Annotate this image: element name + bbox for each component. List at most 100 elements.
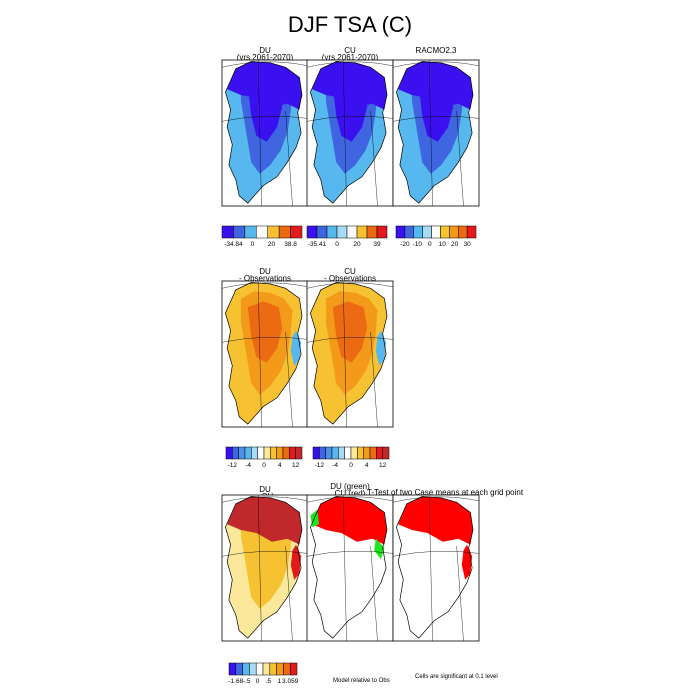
colorbar-du-tick-label: 38.8 [284, 241, 297, 248]
colorbar-du-obs-swatch [225, 446, 233, 460]
row1-panel-1-title-line1: CU [344, 46, 356, 55]
row1-panel-2-meridian [428, 59, 433, 207]
row1-panel-2-core-fill [418, 80, 454, 142]
colorbar-du-tick-label: 0 [251, 241, 255, 248]
row2-panel-1-parallel [306, 282, 394, 289]
colorbar-du-cu-swatch [242, 662, 250, 676]
colorbar-du-obs-swatch [238, 446, 246, 460]
colorbar-racmo-tick-label: 20 [451, 241, 459, 248]
colorbar-du-obs-swatch [276, 446, 284, 460]
colorbar-du-swatch [244, 225, 257, 239]
row1-panel-1 [306, 59, 394, 207]
colorbar-du-swatch [278, 225, 291, 239]
colorbar-cu-obs-tick-label: -4 [332, 462, 338, 469]
colorbar-cu: -35.41 0 20 39 [306, 225, 388, 248]
colorbar-cu-obs-tick-label: 0 [349, 462, 353, 469]
colorbar-du-cu-swatch [276, 662, 284, 676]
row1-panel-0-parallel [221, 115, 309, 122]
colorbar-du-obs-tick-label: 4 [278, 462, 282, 469]
colorbar-du-cu-tick-label: 1 [278, 678, 282, 685]
row1-panel-1-parallel [306, 115, 394, 122]
colorbar-du-cu-tick-label: 3.059 [282, 678, 299, 685]
colorbar-cu-tick-label: -35.41 [308, 241, 327, 248]
colorbar-cu-swatch [326, 225, 338, 239]
row3-panel-0-north-fill [227, 496, 302, 545]
colorbar-du-obs: -12 -4 0 4 12 [225, 446, 303, 469]
colorbar-cu-obs-tick-label: 12 [379, 462, 387, 469]
colorbar-cu-swatch [356, 225, 368, 239]
row3-panel-0-meridian [257, 494, 262, 642]
colorbar-cu-swatch [306, 225, 318, 239]
row3-panel-1-parallel [306, 496, 394, 503]
colorbar-du-swatch [233, 225, 246, 239]
colorbar-du-tick-label: -34.84 [224, 241, 243, 248]
colorbar-du-obs-swatch [282, 446, 290, 460]
row1-panel-2-parallel [392, 61, 480, 68]
colorbar-cu-obs-tick-label: 4 [365, 462, 369, 469]
colorbar-du-cu-swatch [262, 662, 271, 676]
row3-panel-0-parallel [221, 550, 309, 557]
row2-panel-0-coastline [225, 282, 303, 425]
colorbar-cu-swatch [336, 225, 348, 239]
row2-panel-1-meridian [342, 280, 347, 428]
colorbar-du-obs-swatch [257, 446, 265, 460]
row2-panel-1-title-line2: - Observations [324, 274, 376, 283]
colorbar-du-obs-swatch [295, 446, 303, 460]
row3-panel-0-title-line1: DU [259, 485, 271, 494]
colorbar-cu-obs-swatch [369, 446, 377, 460]
colorbar-du: -34.84 0 20 38.8 [221, 225, 303, 248]
colorbar-du-swatch [290, 225, 303, 239]
colorbar-du-obs-tick-label: -4 [245, 462, 251, 469]
row3-panel-0 [221, 494, 309, 642]
colorbar-cu-obs-swatch [319, 446, 326, 460]
colorbar-du-cu-swatch [289, 662, 298, 676]
row3-panel-1-parallel [306, 550, 394, 557]
colorbar-cu-obs-tick-label: -12 [315, 462, 325, 469]
row1-panel-0 [221, 59, 309, 207]
colorbar-cu-obs-swatch [350, 446, 358, 460]
colorbar-du-cu-swatch [235, 662, 243, 676]
colorbar-racmo-tick-label: 30 [463, 241, 471, 248]
colorbar-du-cu-tick-label: -.5 [243, 678, 251, 685]
row1-panel-2-coastline [396, 61, 474, 204]
row2-panel-1 [306, 280, 394, 428]
footer-significance: Cells are significant at 0.1 level [415, 674, 498, 680]
row3-panel-1-green-east-fill [374, 538, 385, 560]
row3-panel-2 [392, 494, 480, 642]
colorbar-cu-swatch [376, 225, 388, 239]
row3-panel-1-red-fill [312, 496, 387, 545]
colorbar-cu-obs: -12 -4 0 4 12 [312, 446, 390, 469]
row3-panel-2-coastline [396, 496, 474, 639]
colorbar-du-obs-swatch [263, 446, 271, 460]
row1-panel-1-meridian [342, 59, 347, 207]
colorbar-racmo-swatch [413, 225, 423, 239]
colorbar-du-obs-tick-label: -12 [228, 462, 238, 469]
row3-panel-0-coastline [225, 496, 303, 639]
row3-panel-2-parallel [392, 550, 480, 557]
row1-panel-0-title-line2: (yrs 2061-2070) [237, 53, 294, 62]
row3-panel-1-meridian [370, 546, 378, 642]
colorbar-cu-obs-swatch [325, 446, 333, 460]
row2-panel-0-parallel [221, 282, 309, 289]
row2-panel-0 [221, 280, 309, 428]
row1-panel-1-coastline [310, 61, 388, 204]
colorbar-racmo-swatch [395, 225, 406, 239]
row2-panel-1-title-line1: CU [344, 267, 356, 276]
row2-panel-1-core-fill [332, 301, 368, 363]
row3-panel-1-title-line1: DU (green) [330, 482, 370, 491]
colorbar-du-swatch [221, 225, 234, 239]
row1-panel-2-parallel [392, 115, 480, 122]
colorbar-du-cu-tick-label: .5 [266, 678, 272, 685]
row2-panel-0-meridian [285, 332, 293, 428]
colorbar-du-tick-label: 20 [268, 241, 276, 248]
colorbar-cu-obs-swatch [376, 446, 383, 460]
colorbar-cu-obs-swatch [331, 446, 339, 460]
colorbar-cu-swatch [346, 225, 358, 239]
colorbar-cu-obs-swatch [382, 446, 390, 460]
colorbar-du-swatch [256, 225, 268, 239]
colorbar-racmo-swatch [404, 225, 415, 239]
row1-panel-1-parallel [306, 61, 394, 68]
row1-panel-0-coastline [225, 61, 303, 204]
row1-panel-0-meridian [257, 59, 262, 207]
page-title: DJF TSA (C) [287, 12, 413, 37]
